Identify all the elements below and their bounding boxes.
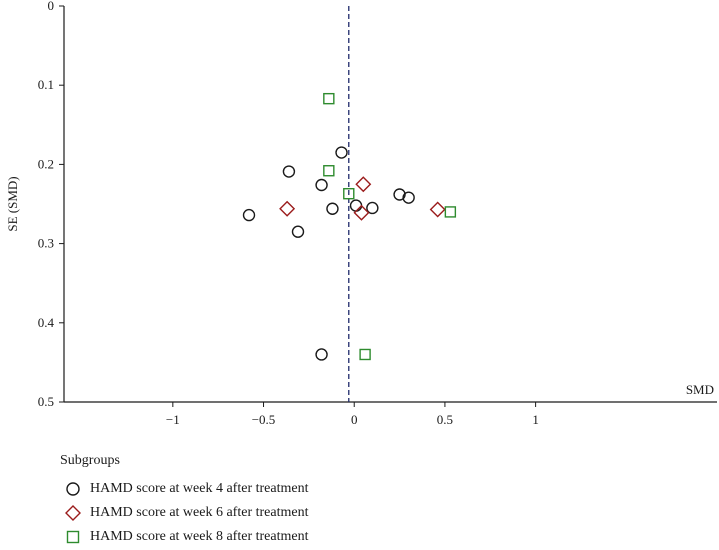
x-tick-label: −1: [166, 412, 180, 427]
diamond-marker-icon: [65, 505, 81, 521]
x-axis-title: SMD: [686, 382, 714, 397]
legend-label-week4: HAMD score at week 4 after treatment: [90, 481, 309, 496]
y-tick-label: 0.3: [38, 236, 54, 251]
y-tick-label: 0.2: [38, 156, 54, 171]
circle-point: [393, 188, 406, 201]
y-tick-label: 0.4: [38, 315, 55, 330]
square-point: [323, 92, 335, 105]
legend-label-week8: HAMD score at week 8 after treatment: [90, 529, 309, 544]
square-point: [359, 348, 371, 361]
legend-item-week4: HAMD score at week 4 after treatment: [60, 477, 308, 501]
legend-item-week6: HAMD score at week 6 after treatment: [60, 501, 308, 525]
y-tick-label: 0: [48, 0, 55, 13]
circle-point: [366, 201, 379, 215]
circle-point: [326, 202, 339, 215]
diamond-point: [355, 176, 372, 193]
square-point: [323, 165, 335, 177]
square-point: [343, 188, 355, 200]
x-tick-label: 0: [351, 412, 358, 427]
diamond-point: [279, 200, 296, 217]
funnel-plot: 0 0.1 0.2 0.3 0.4 0.5 −1 −0.5 0 0.5 1 SE (SMD) SMD: [5, 0, 717, 427]
legend-title: Subgroups: [60, 453, 120, 468]
diamond-point: [353, 204, 370, 221]
legend-label-week6: HAMD score at week 6 after treatment: [90, 505, 309, 520]
x-tick-label: 0.5: [437, 412, 453, 427]
circle-point: [291, 225, 305, 238]
legend: Subgroups HAMD score at week 4 after tre…: [60, 453, 308, 549]
legend-item-week8: HAMD score at week 8 after treatment: [60, 525, 308, 549]
circle-point: [335, 146, 348, 159]
circle-point: [242, 208, 256, 222]
x-tick-label: 1: [532, 412, 539, 427]
circle-marker-icon: [66, 482, 80, 496]
y-axis-title: SE (SMD): [5, 176, 20, 231]
circle-point: [402, 191, 415, 204]
axes: 0 0.1 0.2 0.3 0.4 0.5 −1 −0.5 0 0.5 1: [38, 0, 717, 427]
y-tick-label: 0.1: [38, 77, 54, 92]
circle-point: [315, 348, 328, 361]
circle-point: [349, 199, 363, 212]
diamond-point: [429, 201, 446, 218]
square-point: [444, 206, 457, 218]
x-tick-label: −0.5: [252, 412, 276, 427]
y-tick-label: 0.5: [38, 394, 54, 409]
circle-point: [315, 178, 328, 192]
data-points: [242, 92, 457, 361]
square-marker-icon: [66, 530, 80, 544]
circle-point: [282, 165, 296, 178]
